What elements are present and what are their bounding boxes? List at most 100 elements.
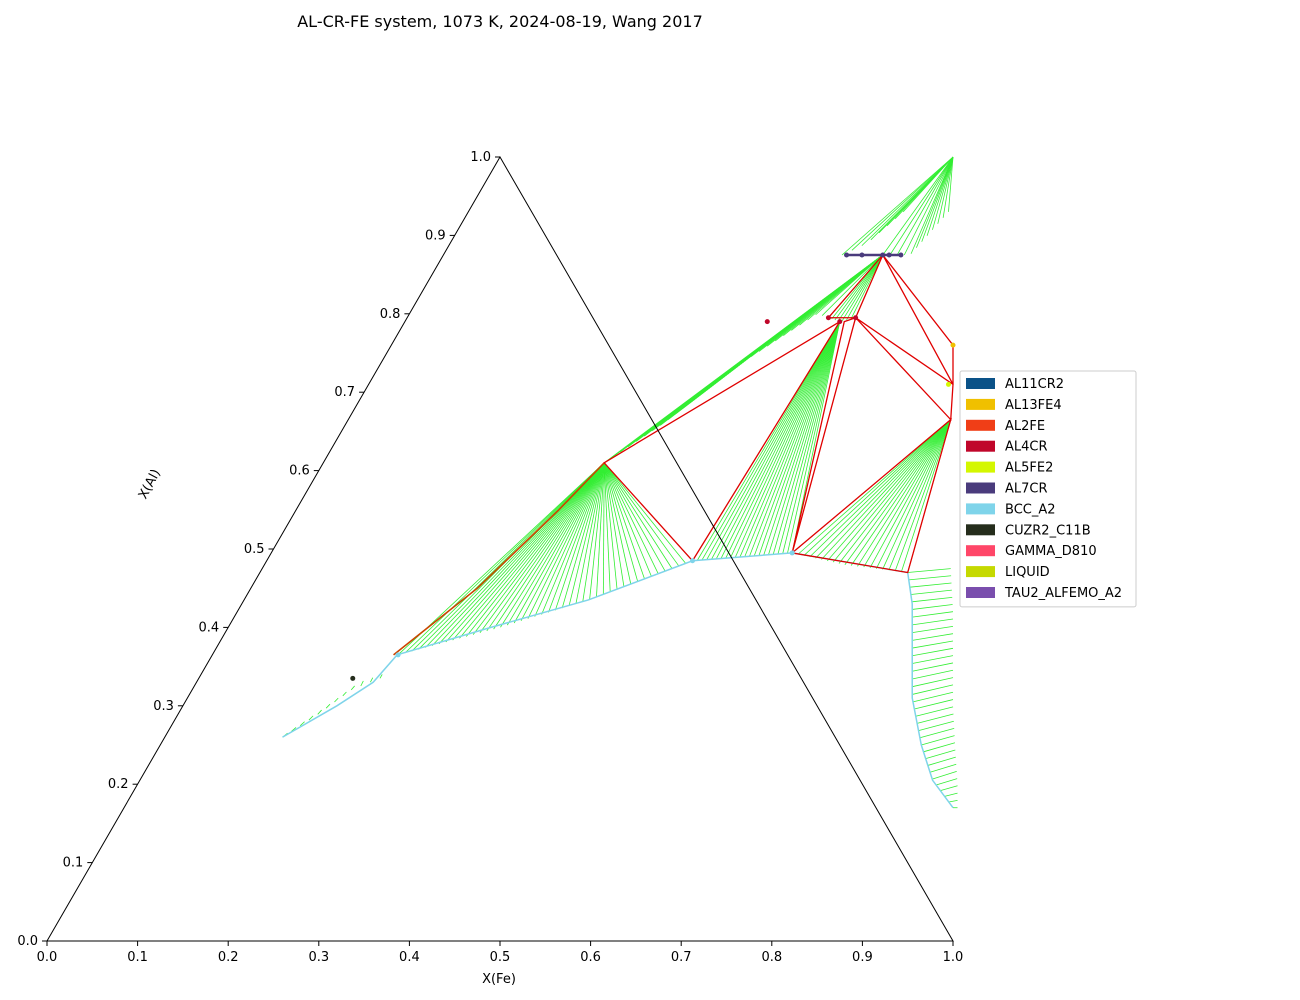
legend-swatch [966, 566, 995, 578]
tie-line [915, 706, 954, 717]
tie-line [948, 800, 958, 803]
tie-line [479, 462, 605, 634]
tie-line [921, 156, 954, 242]
three-phase-triangle [882, 254, 954, 385]
tie-line [603, 462, 680, 567]
tie-line [914, 699, 954, 710]
three-phase-triangle [827, 254, 884, 319]
tie-line [809, 419, 952, 558]
tie-line [527, 462, 605, 619]
x-tick-label: 0.7 [671, 950, 692, 965]
tie-line [701, 321, 841, 561]
x-axis-ticks: 0.0 0.1 0.2 0.3 0.4 0.5 0.6 0.7 0.8 0.9 1.0 [37, 941, 964, 965]
tie-line [334, 697, 339, 703]
tie-line [826, 419, 952, 562]
tie-line [758, 321, 841, 556]
y-tick-label: 0.0 [17, 934, 38, 949]
phase-point [886, 252, 892, 258]
tie-line [850, 419, 952, 566]
fe-rich-tie-band [907, 568, 958, 809]
y-tick-label: 0.3 [153, 699, 174, 714]
tie-line [927, 756, 956, 766]
tie-line [940, 785, 958, 792]
y-tick-label: 0.5 [244, 542, 265, 557]
tie-line [912, 655, 954, 664]
tie-line [912, 669, 954, 680]
tie-line [948, 156, 954, 212]
x-tick-label: 0.9 [852, 950, 873, 965]
legend-entry: AL2FE [1005, 419, 1045, 434]
legend-entry: AL5FE2 [1005, 461, 1053, 476]
tie-line [923, 742, 956, 753]
x-tick-label: 0.4 [399, 950, 420, 965]
phase-point [350, 675, 356, 681]
tie-line [863, 419, 952, 568]
three-phase-triangle [791, 316, 857, 554]
tie-line [744, 321, 841, 557]
x-tick-label: 0.5 [490, 950, 511, 965]
legend-entry: TAU2_ALFEMO_A2 [1004, 586, 1122, 601]
legend-entry: AL11CR2 [1005, 377, 1064, 392]
tie-line [917, 713, 954, 724]
tie-line [350, 685, 355, 691]
tie-line [869, 419, 952, 569]
tie-line [438, 462, 605, 645]
legend-entry: AL7CR [1005, 482, 1048, 497]
tie-line [772, 321, 841, 555]
x-tick-label: 0.8 [761, 950, 782, 965]
tie-line [882, 419, 952, 570]
tie-line [603, 462, 666, 572]
y-tick-label: 0.8 [380, 307, 401, 322]
tie-line [803, 419, 952, 556]
legend-swatch [966, 419, 995, 431]
three-phase-triangle [603, 321, 841, 562]
tie-line [841, 254, 884, 322]
y-axis-label: X(Al) [136, 467, 164, 502]
tie-line [541, 462, 605, 615]
phase-point [853, 315, 859, 321]
tie-line [851, 156, 954, 251]
x-tick-label: 1.0 [943, 950, 964, 965]
tie-line [787, 321, 841, 554]
phase-point [825, 315, 831, 321]
phase-point [789, 550, 795, 556]
legend-entry: AL13FE4 [1005, 398, 1062, 413]
tie-line [910, 156, 954, 254]
legend-entry: AL4CR [1005, 440, 1048, 455]
legend-box [959, 370, 1137, 608]
tie-line [459, 462, 605, 639]
tie-line [821, 419, 952, 560]
tie-line [912, 633, 954, 641]
tie-line [493, 462, 605, 630]
chart-title: AL-CR-FE system, 1073 K, 2024-08-19, Wan… [297, 12, 703, 31]
x-axis-label: X(Fe) [482, 972, 516, 987]
tie-line [325, 703, 331, 709]
legend: AL11CR2 AL13FE4 AL2FE AL4CR AL5FE2 AL7CR BCC_A… [959, 370, 1137, 608]
tie-line [912, 640, 954, 649]
x-tick-label: 0.2 [218, 950, 239, 965]
tie-line-fans [397, 156, 954, 656]
three-phase-triangle [855, 317, 954, 422]
tie-line [912, 625, 954, 634]
tie-line [935, 778, 958, 786]
tie-line [589, 462, 605, 600]
x-tick-label: 0.0 [37, 950, 58, 965]
tie-line [910, 589, 952, 595]
legend-swatch [966, 461, 995, 473]
y-tick-label: 1.0 [470, 150, 491, 165]
tie-line [919, 728, 955, 739]
tie-line [603, 462, 645, 579]
tie-line [603, 462, 632, 585]
tie-line [837, 254, 884, 322]
phase-point [859, 252, 865, 258]
tie-line [857, 419, 952, 567]
tie-line [763, 321, 841, 556]
x-tick-label: 0.3 [308, 950, 329, 965]
tie-line [548, 462, 605, 613]
y-tick-label: 0.6 [289, 464, 310, 479]
tie-line [472, 462, 605, 635]
legend-entry: GAMMA_D810 [1005, 544, 1097, 559]
tie-line [932, 156, 954, 230]
tie-line [603, 462, 618, 590]
phase-points [350, 252, 956, 681]
